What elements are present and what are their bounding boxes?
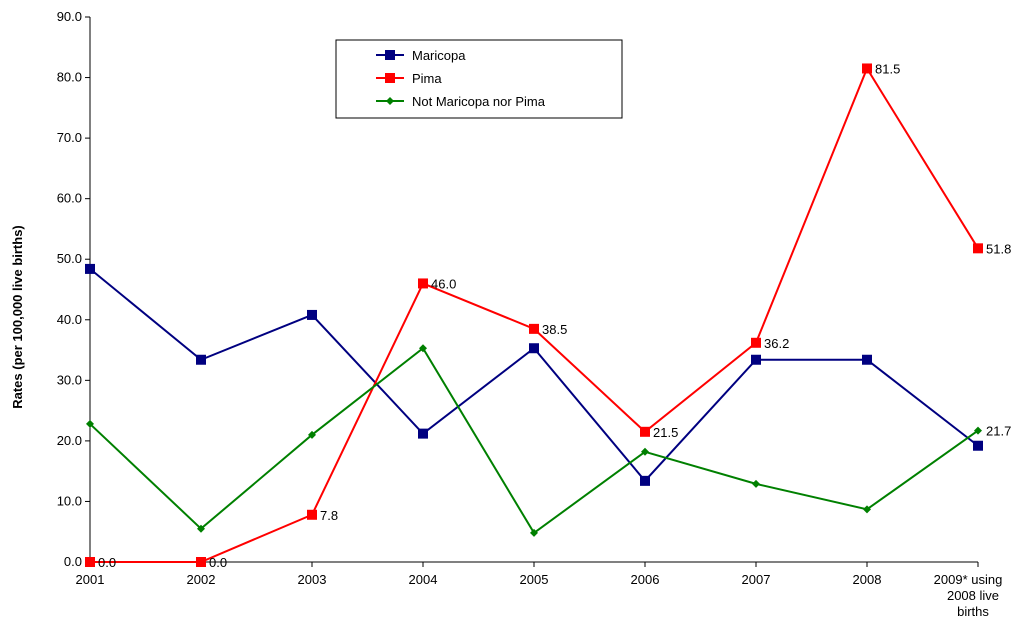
- y-axis-title: Rates (per 100,000 live births): [10, 225, 25, 409]
- legend-marker-not-maricopa-nor-pima: [386, 97, 394, 105]
- point-not-maricopa-nor-pima: [86, 419, 94, 428]
- point-not-maricopa-nor-pima: [419, 344, 427, 353]
- point-maricopa: [307, 309, 317, 320]
- axes: 0.0 10.0 20.0 30.0 40.0 50.0 60.0 70.0 80.0 90.0 2…: [57, 9, 1003, 619]
- x-tick-label: 2005: [520, 572, 549, 587]
- y-tick-label: 60.0: [57, 191, 82, 206]
- point-not-maricopa-nor-pima: [752, 479, 760, 488]
- data-label-pima: 0.0: [209, 555, 227, 570]
- legend: Maricopa Pima Not Maricopa nor Pima: [335, 39, 623, 119]
- point-not-maricopa-nor-pima: [308, 430, 316, 439]
- point-maricopa: [751, 354, 761, 365]
- point-maricopa: [529, 343, 539, 354]
- point-pima: [973, 243, 983, 254]
- point-not-maricopa-nor-pima: [863, 505, 871, 514]
- point-pima: [640, 426, 650, 437]
- point-maricopa: [196, 354, 206, 365]
- data-label-pima: 7.8: [320, 508, 338, 523]
- x-tick-label: 2004: [409, 572, 438, 587]
- x-tick-label: 2007: [742, 572, 771, 587]
- legend-label-not-maricopa-nor-pima: Not Maricopa nor Pima: [412, 94, 546, 109]
- x-tick-label: 2006: [631, 572, 660, 587]
- point-not-maricopa-nor-pima: [530, 528, 538, 537]
- y-tick-label: 30.0: [57, 372, 82, 387]
- y-tick-label: 80.0: [57, 70, 82, 85]
- y-tick-label: 90.0: [57, 9, 82, 24]
- series-line-pima: [90, 66, 979, 563]
- y-tick-label: 20.0: [57, 433, 82, 448]
- y-tick-label: 40.0: [57, 312, 82, 327]
- legend-label-pima: Pima: [412, 71, 442, 86]
- series-layer: [85, 63, 983, 567]
- legend-label-maricopa: Maricopa: [412, 48, 466, 63]
- point-pima: [529, 323, 539, 334]
- point-pima: [85, 557, 95, 567]
- point-maricopa: [640, 475, 650, 486]
- point-maricopa: [85, 263, 95, 274]
- point-pima: [862, 63, 872, 74]
- data-label-pima: 38.5: [542, 322, 567, 337]
- data-label-pima: 51.8: [986, 241, 1011, 256]
- y-tick-label: 10.0: [57, 493, 82, 508]
- legend-marker-maricopa: [385, 50, 395, 60]
- legend-marker-pima: [385, 73, 395, 83]
- x-tick-label: 2003: [298, 572, 327, 587]
- point-maricopa: [862, 354, 872, 365]
- point-pima: [751, 337, 761, 348]
- point-pima: [196, 557, 206, 567]
- x-tick-label: 2009* using 2008 live births: [934, 572, 1003, 619]
- data-label-pima: 81.5: [875, 61, 900, 76]
- data-label-pima: 0.0: [98, 555, 116, 570]
- point-not-maricopa-nor-pima: [974, 426, 982, 435]
- x-tick-label: 2002: [187, 572, 216, 587]
- data-label-pima: 21.5: [653, 425, 678, 440]
- x-tick-label: 2001: [76, 572, 105, 587]
- point-not-maricopa-nor-pima: [197, 524, 205, 533]
- data-label-not-maricopa-nor-pima: 21.7: [986, 424, 1011, 439]
- point-pima: [307, 509, 317, 520]
- y-tick-label: 70.0: [57, 130, 82, 145]
- data-label-pima: 36.2: [764, 336, 789, 351]
- data-label-pima: 46.0: [431, 276, 456, 291]
- data-labels: 0.0 0.0 7.8 46.0 38.5 21.5 36.2 81.5 51.8 21.7: [98, 61, 1011, 570]
- point-not-maricopa-nor-pima: [641, 447, 649, 456]
- series-line-maricopa: [89, 268, 979, 483]
- point-maricopa: [973, 440, 983, 451]
- y-tick-label: 50.0: [57, 251, 82, 266]
- point-pima: [418, 278, 428, 289]
- x-tick-label: 2008: [853, 572, 882, 587]
- point-maricopa: [418, 428, 428, 439]
- series-line-not-maricopa-nor-pima: [89, 346, 979, 535]
- y-tick-label: 0.0: [64, 554, 82, 569]
